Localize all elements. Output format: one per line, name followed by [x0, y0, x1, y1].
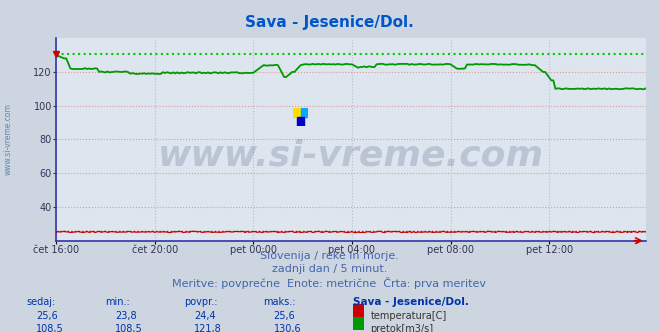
- Text: 25,6: 25,6: [273, 311, 295, 321]
- Text: Meritve: povprečne  Enote: metrične  Črta: prva meritev: Meritve: povprečne Enote: metrične Črta:…: [173, 277, 486, 289]
- Bar: [301, 108, 308, 117]
- Text: povpr.:: povpr.:: [185, 297, 218, 307]
- Text: zadnji dan / 5 minut.: zadnji dan / 5 minut.: [272, 264, 387, 274]
- Text: Sava - Jesenice/Dol.: Sava - Jesenice/Dol.: [353, 297, 469, 307]
- Text: pretok[m3/s]: pretok[m3/s]: [370, 324, 434, 332]
- Text: 23,8: 23,8: [115, 311, 137, 321]
- Text: sedaj:: sedaj:: [26, 297, 55, 307]
- Text: 24,4: 24,4: [194, 311, 216, 321]
- Text: 108,5: 108,5: [115, 324, 143, 332]
- Text: temperatura[C]: temperatura[C]: [370, 311, 447, 321]
- Text: maks.:: maks.:: [264, 297, 296, 307]
- Bar: [297, 117, 304, 126]
- Text: www.si-vreme.com: www.si-vreme.com: [158, 139, 544, 173]
- Text: 25,6: 25,6: [36, 311, 58, 321]
- Text: www.si-vreme.com: www.si-vreme.com: [3, 104, 13, 175]
- Text: Sava - Jesenice/Dol.: Sava - Jesenice/Dol.: [245, 15, 414, 30]
- Text: 121,8: 121,8: [194, 324, 222, 332]
- Text: min.:: min.:: [105, 297, 130, 307]
- Text: 108,5: 108,5: [36, 324, 64, 332]
- Text: 130,6: 130,6: [273, 324, 301, 332]
- Bar: [293, 108, 301, 117]
- Text: Slovenija / reke in morje.: Slovenija / reke in morje.: [260, 251, 399, 261]
